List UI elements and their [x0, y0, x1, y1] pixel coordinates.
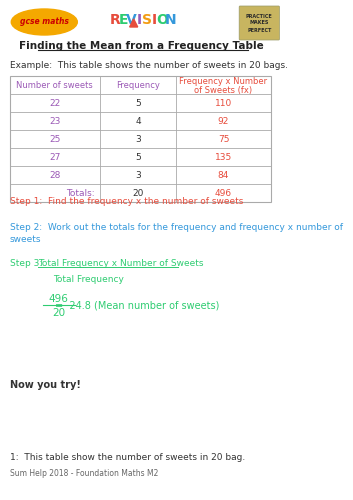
Text: Finding the Mean from a Frequency Table: Finding the Mean from a Frequency Table: [19, 41, 264, 51]
Text: 135: 135: [215, 152, 232, 162]
Text: I: I: [152, 13, 157, 27]
Text: 20: 20: [132, 188, 144, 198]
Text: Sum Help 2018 - Foundation Maths M2: Sum Help 2018 - Foundation Maths M2: [10, 470, 158, 478]
Text: Frequency: Frequency: [116, 80, 160, 90]
Text: Total Frequency x Number of Sweets: Total Frequency x Number of Sweets: [38, 258, 203, 268]
Text: of Sweets (fx): of Sweets (fx): [195, 86, 252, 94]
Text: 25: 25: [49, 134, 60, 143]
Text: Number of sweets: Number of sweets: [16, 80, 93, 90]
Text: R: R: [110, 13, 120, 27]
Text: E: E: [118, 13, 128, 27]
Text: 23: 23: [49, 116, 60, 126]
Text: Now you try!: Now you try!: [10, 380, 80, 390]
Text: gcse maths: gcse maths: [20, 18, 69, 26]
Text: 84: 84: [218, 170, 229, 179]
Text: 4: 4: [135, 116, 141, 126]
Text: PERFECT: PERFECT: [247, 28, 271, 32]
Text: 27: 27: [49, 152, 60, 162]
Text: V: V: [126, 13, 136, 27]
Text: 1:  This table show the number of sweets in 20 bag.: 1: This table show the number of sweets …: [10, 454, 245, 462]
Text: 20: 20: [52, 308, 65, 318]
Text: Step 3:: Step 3:: [10, 258, 48, 268]
Text: 75: 75: [218, 134, 229, 143]
Text: 110: 110: [215, 98, 232, 108]
Text: Frequency x Number: Frequency x Number: [179, 76, 268, 86]
Text: Totals:: Totals:: [66, 188, 95, 198]
Text: O: O: [157, 13, 168, 27]
Text: 92: 92: [218, 116, 229, 126]
Text: 5: 5: [135, 98, 141, 108]
Text: 28: 28: [49, 170, 60, 179]
Text: MAKES: MAKES: [250, 20, 269, 25]
Bar: [10, 76, 271, 202]
Text: 22: 22: [49, 98, 60, 108]
Text: sweets: sweets: [10, 236, 41, 244]
Text: Step 1:  Find the frequency x the number of sweets: Step 1: Find the frequency x the number …: [10, 198, 243, 206]
Polygon shape: [130, 19, 138, 27]
Text: Step 2:  Work out the totals for the frequency and frequency x number of: Step 2: Work out the totals for the freq…: [10, 224, 343, 232]
Text: 3: 3: [135, 134, 141, 143]
Text: Example:  This table shows the number of sweets in 20 bags.: Example: This table shows the number of …: [10, 60, 288, 70]
Text: Total Frequency: Total Frequency: [53, 276, 124, 284]
Text: PRACTICE: PRACTICE: [246, 14, 273, 18]
Text: 496: 496: [215, 188, 232, 198]
Text: =  24.8 (Mean number of sweets): = 24.8 (Mean number of sweets): [55, 301, 219, 311]
Text: 5: 5: [135, 152, 141, 162]
Text: 496: 496: [49, 294, 69, 304]
Text: S: S: [142, 13, 152, 27]
Text: I: I: [136, 13, 142, 27]
Text: N: N: [164, 13, 176, 27]
FancyBboxPatch shape: [239, 6, 280, 40]
Ellipse shape: [11, 9, 77, 35]
Text: 3: 3: [135, 170, 141, 179]
